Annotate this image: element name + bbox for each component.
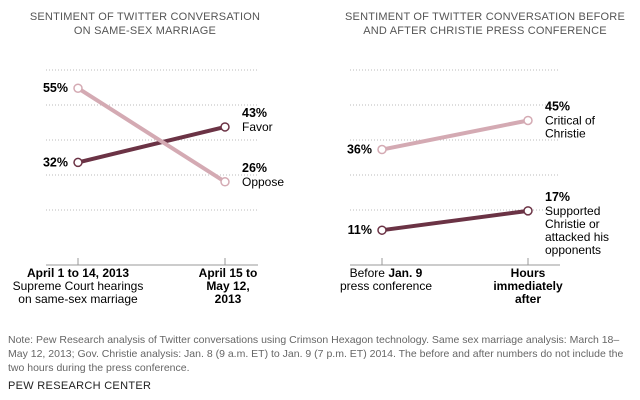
data-label: 11% [348,223,372,237]
data-label: 43% [242,106,267,120]
chart-title-line: SENTIMENT OF TWITTER CONVERSATION BEFORE [345,11,625,23]
series-label: Critical of [545,113,596,127]
category-label: Hours [511,266,546,280]
category-label: on same-sex marriage [18,292,138,306]
data-point [377,225,387,235]
category-label: May 12, [206,279,249,293]
category-label: Supreme Court hearings [13,279,144,293]
series-label: Favor [242,120,273,134]
data-label: 26% [242,161,267,175]
source-label: PEW RESEARCH CENTER [8,380,152,392]
series-line [76,86,227,184]
data-point [220,122,230,132]
data-label: 32% [43,155,68,169]
data-point [220,177,230,187]
chart-christie-press-conference: SENTIMENT OF TWITTER CONVERSATION BEFORE… [320,0,640,320]
data-label: 36% [347,143,372,157]
category-label: April 15 to [199,266,258,280]
series-line [380,118,530,152]
series-label: opponents [545,243,601,257]
chart-title-line: AND AFTER CHRISTIE PRESS CONFERENCE [363,25,607,37]
chart-title-line: SENTIMENT OF TWITTER CONVERSATION [29,11,261,23]
series-label: Christie [545,126,586,140]
category-label: April 1 to 14, 2013 [27,266,129,280]
category-label: press conference [340,279,432,293]
category-label: after [515,292,541,306]
series-label: attacked his [545,230,609,244]
data-point [73,83,83,93]
category-label: immediately [493,279,563,293]
data-label: 17% [545,190,570,204]
series-label: Christie or [545,217,600,231]
data-point [377,144,387,155]
series-line [76,124,227,165]
data-label: 45% [545,99,570,113]
category-label: Before Jan. 9 [350,266,423,280]
chart-same-sex-marriage: SENTIMENT OF TWITTER CONVERSATION ON SAM… [0,0,320,320]
category-label: 2013 [215,292,242,306]
series-label: Supported [545,204,600,218]
footnote: Note: Pew Research analysis of Twitter c… [8,334,624,374]
data-point [523,206,533,216]
chart-plot: 32% 43%Favor 55% 26%Oppose April 1 to 14, 20… [13,69,284,306]
chart-title: SENTIMENT OF TWITTER CONVERSATION BEFORE… [320,10,640,38]
data-point [73,157,83,168]
series-label: Oppose [242,175,284,189]
data-point [523,115,533,126]
chart-title-line: ON SAME-SEX MARRIAGE [73,25,217,37]
data-label: 55% [43,81,68,95]
series-line [380,208,530,233]
chart-title: SENTIMENT OF TWITTER CONVERSATION ON SAM… [0,10,290,38]
